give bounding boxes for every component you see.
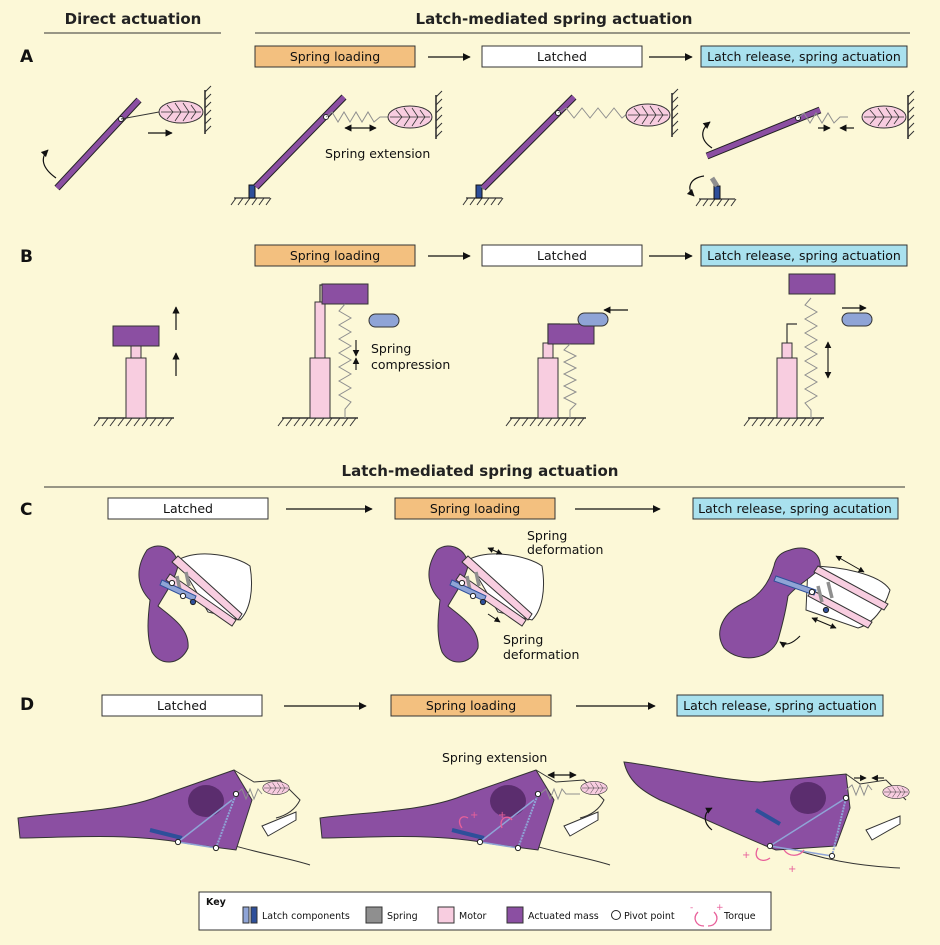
legend-pivot-icon <box>611 910 621 920</box>
stage-box-d-latched <box>101 694 263 717</box>
panel-label-b: B <box>20 247 33 267</box>
stage-box-b-loading <box>254 244 416 267</box>
label-spring-c1: Spring <box>527 528 567 543</box>
legend-box <box>198 891 772 931</box>
stage-label-b-release: Latch release, spring actuation <box>707 248 901 263</box>
panel-label-a: A <box>20 47 34 67</box>
stage-label-d-latched: Latched <box>157 698 207 713</box>
a-latched-illustration <box>462 88 679 206</box>
d-latched-illustration <box>17 769 311 866</box>
label-spring-c2: Spring <box>503 632 543 647</box>
stage-label-a-latched: Latched <box>537 49 587 64</box>
legend-spring-swatch <box>365 906 383 924</box>
d-loading-illustration: Spring extension + + <box>319 750 611 866</box>
stage-label-d-loading: Spring loading <box>426 698 516 713</box>
stage-box-d-release <box>676 694 884 717</box>
svg-text:+: + <box>716 903 724 913</box>
c-latched-illustration <box>138 545 253 663</box>
stage-box-b-release <box>700 244 908 267</box>
label-spring-extension-a: Spring extension <box>325 146 430 161</box>
label-deformation-c1: deformation <box>527 542 603 557</box>
svg-text:+: + <box>470 810 478 821</box>
header-latch-top: Latch-mediated spring actuation <box>416 10 693 28</box>
a-loading-illustration: Spring extension <box>230 90 443 206</box>
svg-text:+: + <box>788 864 796 875</box>
stage-box-c-loading <box>394 497 556 520</box>
legend-latch-swatch-dark <box>250 906 258 924</box>
stage-box-a-latched <box>481 45 643 68</box>
stage-label-b-latched: Latched <box>537 248 587 263</box>
b-loading-illustration: Spring compression <box>277 283 450 427</box>
legend-mass-swatch <box>506 906 524 924</box>
stage-box-c-release <box>692 497 899 520</box>
stage-box-c-latched <box>107 497 269 520</box>
panel-label-d: D <box>20 695 34 715</box>
svg-text:-: - <box>690 903 693 913</box>
stage-label-c-loading: Spring loading <box>430 501 520 516</box>
legend-latch-swatch-light <box>242 906 250 924</box>
stage-label-d-release: Latch release, spring actuation <box>683 698 877 713</box>
b-release-illustration <box>743 273 873 427</box>
stage-label-a-release: Latch release, spring actuation <box>707 49 901 64</box>
a-direct-illustration <box>40 85 212 191</box>
label-compression-b: compression <box>371 357 450 372</box>
legend-pivot-label: Pivot point <box>624 911 675 922</box>
c-release-illustration <box>719 547 891 659</box>
stage-label-a-loading: Spring loading <box>290 49 380 64</box>
legend-title: Key <box>206 897 227 908</box>
legend-mass-label: Actuated mass <box>528 911 599 922</box>
legend-motor-swatch <box>437 906 455 924</box>
b-latched-illustration <box>505 306 628 427</box>
stage-label-c-release: Latch release, spring acutation <box>698 501 892 516</box>
svg-text:+: + <box>742 850 750 861</box>
d-release-illustration: + + <box>623 761 910 875</box>
label-spring-b: Spring <box>371 341 411 356</box>
label-deformation-c2: deformation <box>503 647 579 662</box>
header-direct-actuation: Direct actuation <box>65 10 202 28</box>
label-spring-extension-d: Spring extension <box>442 750 547 765</box>
legend-motor-label: Motor <box>459 911 487 922</box>
stage-label-c-latched: Latched <box>163 501 213 516</box>
panel-label-c: C <box>20 500 32 520</box>
stage-box-b-latched <box>481 244 643 267</box>
b-direct-illustration <box>93 306 180 427</box>
header-latch-mid: Latch-mediated spring actuation <box>342 462 619 480</box>
legend-spring-label: Spring <box>387 911 418 922</box>
stage-label-b-loading: Spring loading <box>290 248 380 263</box>
stage-box-d-loading <box>390 694 552 717</box>
stage-box-a-loading <box>254 45 416 68</box>
a-release-illustration <box>686 90 915 207</box>
legend-torque-label: Torque <box>723 911 756 922</box>
legend-key: Key Latch components Spring Motor Actuat… <box>198 891 772 931</box>
c-loading-illustration: Spring deformation Spring deformation <box>428 528 603 663</box>
svg-text:+: + <box>498 810 506 821</box>
legend-latch-label: Latch components <box>262 911 350 922</box>
stage-box-a-release <box>700 45 908 68</box>
legend-torque-icon: - + <box>690 903 724 927</box>
